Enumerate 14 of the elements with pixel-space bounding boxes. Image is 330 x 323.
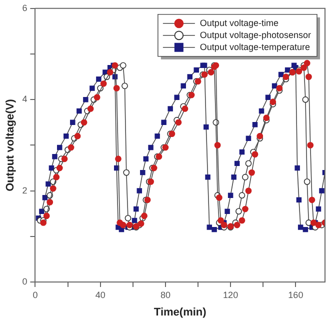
y-tick-label: 6 [22, 2, 28, 13]
x-tick-label: 0 [32, 290, 38, 300]
legend-label: Output voltage-photosensor [200, 30, 312, 40]
x-axis-title: Time(min) [154, 306, 207, 318]
x-tick-label: 160 [288, 290, 304, 300]
y-tick-label: 4 [22, 94, 28, 104]
x-tick-label: 120 [223, 290, 238, 300]
legend-label: Output voltage-time [200, 18, 278, 28]
x-tick-label: 40 [95, 290, 106, 300]
y-tick-label: 2 [22, 185, 28, 196]
y-tick-label: 0 [22, 276, 28, 286]
legend-label: Output voltage-temperature [200, 42, 310, 52]
y-axis-title: Output voltage(V) [4, 98, 17, 192]
x-tick-label: 80 [160, 290, 170, 300]
